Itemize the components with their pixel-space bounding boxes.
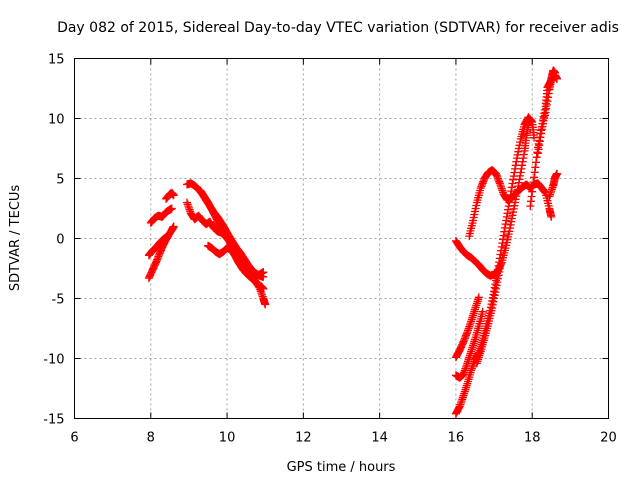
data-point (478, 307, 487, 316)
y-axis-label: SDTVAR / TECUs (8, 185, 23, 292)
data-point (547, 212, 556, 221)
data-point (167, 204, 176, 213)
data-point (259, 268, 268, 277)
x-tick-label: 10 (219, 431, 236, 446)
data-point (163, 232, 172, 241)
y-tick-label: 0 (56, 233, 64, 248)
grid-lines (74, 58, 609, 419)
x-tick-label: 16 (448, 431, 465, 446)
y-tick-label: 10 (48, 113, 65, 128)
data-points (144, 66, 562, 418)
y-tick-label: 5 (56, 173, 64, 188)
x-tick-label: 14 (371, 431, 388, 446)
data-point (495, 264, 504, 273)
y-tick-label: -15 (43, 413, 64, 428)
plot-frame (74, 58, 609, 419)
chart-title: Day 082 of 2015, Sidereal Day-to-day VTE… (57, 20, 619, 36)
x-tick-label: 8 (147, 431, 155, 446)
x-tick-label: 18 (524, 431, 541, 446)
y-tick-label: 15 (48, 53, 65, 68)
data-point (169, 222, 178, 231)
x-tick-label: 20 (600, 431, 617, 446)
data-point (169, 191, 178, 200)
x-tick-label: 12 (295, 431, 312, 446)
y-tick-label: -5 (52, 293, 65, 308)
data-point (259, 284, 268, 293)
data-point (474, 293, 483, 302)
data-point (553, 169, 562, 178)
y-tick-label: -10 (43, 353, 64, 368)
data-point (261, 300, 270, 309)
x-axis-label: GPS time / hours (287, 460, 396, 475)
x-tick-label: 6 (70, 431, 78, 446)
axis-ticks: 6 8 10 12 14 16 18 20 -15 -10 -5 0 5 10 15 (43, 53, 617, 446)
data-point (551, 68, 560, 77)
